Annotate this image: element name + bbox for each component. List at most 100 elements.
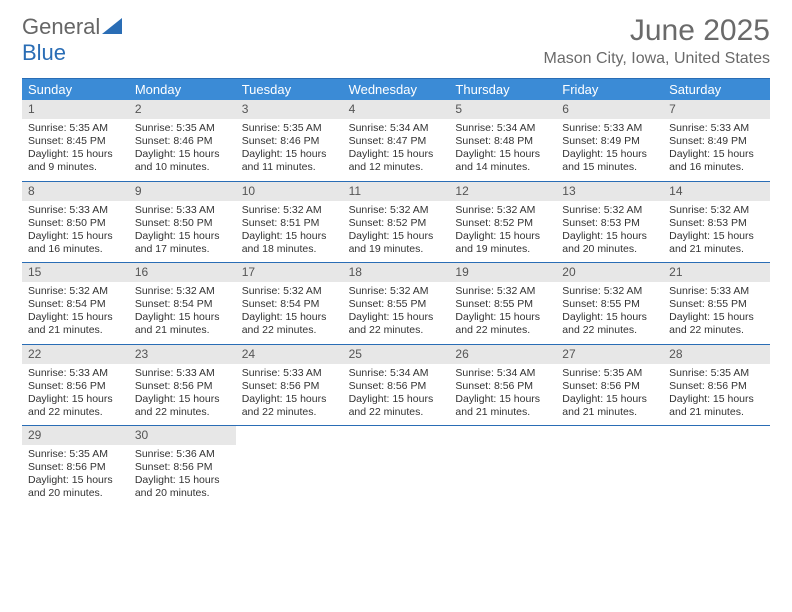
day-info-line: Daylight: 15 hours [135, 311, 230, 324]
day-number: 2 [129, 100, 236, 119]
day-number: 29 [22, 426, 129, 445]
day-info-line: Sunset: 8:51 PM [242, 217, 337, 230]
day-info-line: and 21 minutes. [28, 324, 123, 337]
day-number: 25 [343, 345, 450, 364]
day-number: 3 [236, 100, 343, 119]
day-cell: 19Sunrise: 5:32 AMSunset: 8:55 PMDayligh… [449, 263, 556, 344]
day-info-line: and 14 minutes. [455, 161, 550, 174]
day-number: 20 [556, 263, 663, 282]
day-info-line: Sunset: 8:53 PM [669, 217, 764, 230]
day-info-line: Sunrise: 5:32 AM [349, 204, 444, 217]
day-cell: 21Sunrise: 5:33 AMSunset: 8:55 PMDayligh… [663, 263, 770, 344]
week-row: 22Sunrise: 5:33 AMSunset: 8:56 PMDayligh… [22, 345, 770, 427]
day-cell: 3Sunrise: 5:35 AMSunset: 8:46 PMDaylight… [236, 100, 343, 181]
day-info-line: and 12 minutes. [349, 161, 444, 174]
day-info-line: Sunrise: 5:33 AM [562, 122, 657, 135]
day-info-line: Daylight: 15 hours [28, 474, 123, 487]
day-cell: 5Sunrise: 5:34 AMSunset: 8:48 PMDaylight… [449, 100, 556, 181]
day-info-line: Sunset: 8:54 PM [135, 298, 230, 311]
day-header: Wednesday [343, 79, 450, 100]
day-info-line: Sunrise: 5:34 AM [349, 367, 444, 380]
day-info-line: Daylight: 15 hours [562, 311, 657, 324]
day-info-line: Daylight: 15 hours [349, 393, 444, 406]
day-number: 23 [129, 345, 236, 364]
day-info-line: Sunset: 8:55 PM [669, 298, 764, 311]
day-info-line: Sunrise: 5:33 AM [28, 367, 123, 380]
day-cell: 9Sunrise: 5:33 AMSunset: 8:50 PMDaylight… [129, 182, 236, 263]
day-info-line: Sunset: 8:54 PM [242, 298, 337, 311]
day-number: 21 [663, 263, 770, 282]
day-info-line: Sunrise: 5:32 AM [562, 204, 657, 217]
day-info-line: Sunrise: 5:34 AM [349, 122, 444, 135]
day-number: 22 [22, 345, 129, 364]
day-cell: 22Sunrise: 5:33 AMSunset: 8:56 PMDayligh… [22, 345, 129, 426]
day-info-line: Sunrise: 5:33 AM [135, 204, 230, 217]
day-info-line: Sunrise: 5:35 AM [562, 367, 657, 380]
day-info-line: Daylight: 15 hours [349, 230, 444, 243]
day-info-line: Daylight: 15 hours [242, 148, 337, 161]
day-number: 13 [556, 182, 663, 201]
day-info-line: Sunset: 8:47 PM [349, 135, 444, 148]
day-info-line: Daylight: 15 hours [562, 393, 657, 406]
day-info-line: Daylight: 15 hours [455, 230, 550, 243]
day-info-line: Sunset: 8:50 PM [28, 217, 123, 230]
day-number: 24 [236, 345, 343, 364]
day-cell: 4Sunrise: 5:34 AMSunset: 8:47 PMDaylight… [343, 100, 450, 181]
day-info-line: Sunset: 8:53 PM [562, 217, 657, 230]
day-number: 9 [129, 182, 236, 201]
day-info-line: and 9 minutes. [28, 161, 123, 174]
day-info-line: Daylight: 15 hours [562, 230, 657, 243]
day-info-line: Daylight: 15 hours [455, 148, 550, 161]
day-cell: 18Sunrise: 5:32 AMSunset: 8:55 PMDayligh… [343, 263, 450, 344]
day-info-line: Sunrise: 5:32 AM [242, 204, 337, 217]
day-cell: 2Sunrise: 5:35 AMSunset: 8:46 PMDaylight… [129, 100, 236, 181]
day-info-line: Sunrise: 5:32 AM [135, 285, 230, 298]
day-number: 18 [343, 263, 450, 282]
day-info-line: Daylight: 15 hours [28, 148, 123, 161]
day-number: 30 [129, 426, 236, 445]
day-info-line: and 22 minutes. [242, 406, 337, 419]
day-number: 6 [556, 100, 663, 119]
day-cell: 20Sunrise: 5:32 AMSunset: 8:55 PMDayligh… [556, 263, 663, 344]
day-number: 17 [236, 263, 343, 282]
day-info-line: Daylight: 15 hours [28, 393, 123, 406]
day-cell: 29Sunrise: 5:35 AMSunset: 8:56 PMDayligh… [22, 426, 129, 507]
day-info-line: Daylight: 15 hours [135, 148, 230, 161]
day-cell: 10Sunrise: 5:32 AMSunset: 8:51 PMDayligh… [236, 182, 343, 263]
day-info-line: Sunset: 8:46 PM [135, 135, 230, 148]
day-info-line: Daylight: 15 hours [135, 393, 230, 406]
week-row: 1Sunrise: 5:35 AMSunset: 8:45 PMDaylight… [22, 100, 770, 182]
day-info-line: Sunrise: 5:33 AM [669, 122, 764, 135]
day-info-line: Sunset: 8:56 PM [242, 380, 337, 393]
day-info-line: Sunset: 8:56 PM [455, 380, 550, 393]
day-info-line: Sunrise: 5:35 AM [669, 367, 764, 380]
day-info-line: Sunset: 8:56 PM [562, 380, 657, 393]
day-cell: 11Sunrise: 5:32 AMSunset: 8:52 PMDayligh… [343, 182, 450, 263]
day-info-line: Daylight: 15 hours [562, 148, 657, 161]
week-row: 8Sunrise: 5:33 AMSunset: 8:50 PMDaylight… [22, 182, 770, 264]
day-number: 4 [343, 100, 450, 119]
day-header: Monday [129, 79, 236, 100]
day-header: Friday [556, 79, 663, 100]
day-info-line: Daylight: 15 hours [349, 311, 444, 324]
day-number: 7 [663, 100, 770, 119]
day-info-line: Sunset: 8:55 PM [562, 298, 657, 311]
day-info-line: Sunset: 8:54 PM [28, 298, 123, 311]
day-info-line: Sunset: 8:52 PM [455, 217, 550, 230]
day-info-line: and 22 minutes. [28, 406, 123, 419]
day-info-line: Sunset: 8:56 PM [135, 380, 230, 393]
day-info-line: Sunrise: 5:34 AM [455, 122, 550, 135]
day-info-line: Sunset: 8:45 PM [28, 135, 123, 148]
day-cell: 25Sunrise: 5:34 AMSunset: 8:56 PMDayligh… [343, 345, 450, 426]
day-number: 1 [22, 100, 129, 119]
day-info-line: Sunset: 8:56 PM [28, 461, 123, 474]
day-info-line: and 20 minutes. [28, 487, 123, 500]
day-number: 19 [449, 263, 556, 282]
day-info-line: Daylight: 15 hours [135, 474, 230, 487]
day-info-line: and 19 minutes. [455, 243, 550, 256]
day-number: 14 [663, 182, 770, 201]
day-cell: 1Sunrise: 5:35 AMSunset: 8:45 PMDaylight… [22, 100, 129, 181]
day-cell: 27Sunrise: 5:35 AMSunset: 8:56 PMDayligh… [556, 345, 663, 426]
day-cell: 26Sunrise: 5:34 AMSunset: 8:56 PMDayligh… [449, 345, 556, 426]
day-info-line: and 16 minutes. [28, 243, 123, 256]
